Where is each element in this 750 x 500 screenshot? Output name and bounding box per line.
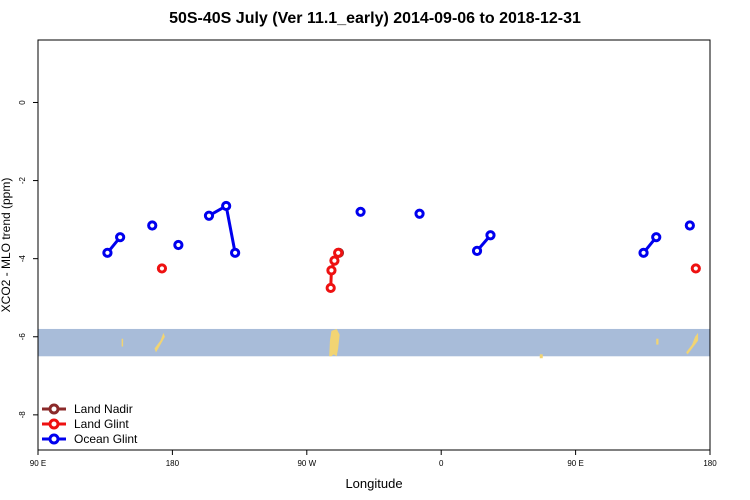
ocean-glint-point bbox=[147, 220, 158, 231]
y-tick-label: -4 bbox=[18, 255, 27, 263]
x-axis-label: Longitude bbox=[345, 476, 403, 491]
land-glint-point bbox=[333, 247, 344, 258]
legend-item-land-glint: Land Glint bbox=[40, 416, 137, 431]
ocean-glint-point bbox=[102, 247, 113, 258]
x-tick-label: 180 bbox=[166, 459, 180, 468]
land-patch bbox=[121, 338, 124, 347]
land-glint-point bbox=[325, 282, 336, 294]
ocean-glint-point bbox=[471, 245, 483, 256]
legend-marker-land-nadir bbox=[42, 403, 66, 414]
axes: 90 E 180 90 W 0 90 E 180 0 -2 -4 -6 -8 bbox=[18, 39, 717, 468]
land-patch bbox=[539, 354, 543, 359]
chart-title: 50S-40S July (Ver 11.1_early) 2014-09-06… bbox=[169, 10, 581, 27]
map-band bbox=[38, 328, 710, 359]
ocean-glint-point bbox=[203, 210, 215, 221]
x-tick-label: 180 bbox=[703, 459, 717, 468]
legend-label-land-glint: Land Glint bbox=[74, 416, 129, 431]
legend-item-land-nadir: Land Nadir bbox=[40, 401, 137, 416]
y-tick-label: -2 bbox=[18, 176, 27, 184]
x-tick-label: 90 W bbox=[297, 459, 316, 468]
ocean-glint-point bbox=[355, 206, 366, 217]
x-tick-label: 90 E bbox=[30, 459, 46, 468]
ocean-glint-point bbox=[414, 208, 425, 219]
legend-label-land-nadir: Land Nadir bbox=[74, 401, 133, 416]
y-tick-label: -8 bbox=[18, 411, 27, 419]
legend: Land Nadir Land Glint Ocean Glint bbox=[40, 401, 137, 446]
plot-frame bbox=[37, 39, 711, 451]
y-tick-label: 0 bbox=[18, 100, 27, 105]
land-patch bbox=[154, 332, 165, 353]
land-glint-point bbox=[690, 263, 701, 274]
land-glint-point bbox=[156, 263, 168, 274]
ocean-glint-point bbox=[230, 247, 241, 258]
legend-marker-land-glint bbox=[42, 418, 66, 429]
x-tick-label: 0 bbox=[439, 459, 444, 468]
land-patch bbox=[686, 332, 699, 355]
legend-item-ocean-glint: Ocean Glint bbox=[40, 431, 137, 446]
ocean-glint-point bbox=[485, 230, 496, 241]
ocean-glint-point bbox=[638, 247, 649, 258]
legend-label-ocean-glint: Ocean Glint bbox=[74, 431, 138, 446]
ocean-glint-point bbox=[173, 239, 184, 251]
land-glint-point bbox=[329, 255, 340, 266]
land-patch bbox=[329, 328, 340, 357]
series-layer bbox=[102, 200, 701, 294]
legend-marker-ocean-glint bbox=[42, 433, 66, 444]
y-tick-label: -6 bbox=[18, 333, 27, 341]
x-tick-label: 90 E bbox=[567, 459, 583, 468]
ocean-glint-point bbox=[651, 232, 662, 243]
ocean-band bbox=[38, 328, 710, 357]
land-patch bbox=[656, 338, 659, 345]
y-axis-label: XCO2 - MLO trend (ppm) bbox=[0, 177, 13, 313]
ocean-glint-point bbox=[684, 220, 695, 231]
ocean-glint-point bbox=[115, 232, 126, 243]
ocean-glint-point bbox=[221, 200, 232, 212]
land-glint-point bbox=[326, 265, 337, 276]
